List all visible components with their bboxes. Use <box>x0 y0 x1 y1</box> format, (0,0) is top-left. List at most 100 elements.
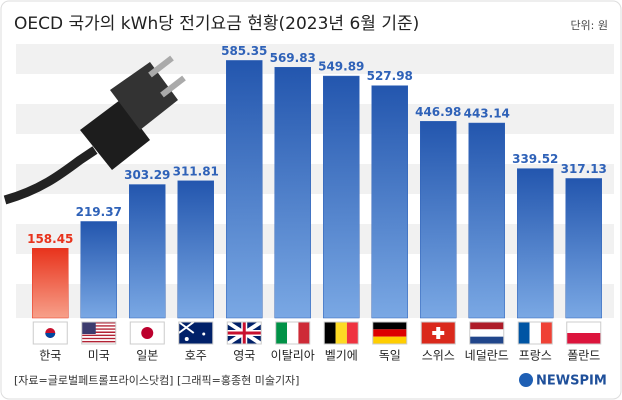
x-tick-label: 독일 <box>379 349 401 363</box>
flag <box>226 320 263 346</box>
flag <box>469 321 505 345</box>
flag-part <box>346 322 359 344</box>
value-label: 446.98 <box>415 105 461 119</box>
value-label: 443.14 <box>464 107 510 121</box>
bar <box>517 168 554 319</box>
flag-part <box>372 336 407 344</box>
flag-part <box>540 322 553 344</box>
x-tick-label: 이탈리아 <box>271 349 315 363</box>
flag-part <box>298 322 310 344</box>
unit-label: 단위: 원 <box>570 19 608 32</box>
flag-part <box>81 336 116 338</box>
value-label: 219.37 <box>76 205 122 219</box>
flag-part <box>227 322 262 344</box>
flag-border <box>178 321 214 345</box>
bar <box>420 121 457 319</box>
flag-part <box>81 329 116 332</box>
flag <box>420 321 456 345</box>
flag-part <box>81 326 116 329</box>
flag-part <box>324 322 336 344</box>
flag <box>566 321 602 345</box>
flag-part <box>81 334 116 337</box>
flag-part <box>81 333 116 335</box>
bar <box>80 221 117 319</box>
bar <box>565 178 602 319</box>
flag-part <box>81 323 116 326</box>
flag-border <box>566 321 602 345</box>
flag-part <box>202 332 206 336</box>
x-tick-label: 프랑스 <box>519 349 552 363</box>
flag-part <box>529 322 541 344</box>
flag-part <box>81 328 116 330</box>
flag-border <box>81 321 117 345</box>
flag-part <box>372 329 407 337</box>
flag-border <box>469 321 505 345</box>
flag-border <box>226 321 262 345</box>
bar <box>468 122 505 319</box>
flag-part <box>275 322 288 344</box>
flag-part <box>81 322 116 324</box>
flag-part <box>45 333 56 338</box>
flag-part <box>469 336 504 344</box>
flag-part <box>566 322 601 333</box>
flag <box>81 321 117 345</box>
flag-part <box>287 322 299 344</box>
flag-part <box>372 322 407 330</box>
flag-part <box>81 337 116 340</box>
flag-part <box>184 337 189 341</box>
flag <box>517 321 553 345</box>
flag-part <box>432 327 445 339</box>
source: [자료=글로벌페트롤프라이스닷컴] [그래픽=홍종현 미술기자] <box>14 373 299 387</box>
value-label: 158.45 <box>27 232 73 246</box>
flag-border <box>323 321 359 345</box>
x-tick-label: 영국 <box>233 349 255 363</box>
flag-part <box>81 322 96 334</box>
x-tick-label: 일본 <box>136 349 158 363</box>
value-label: 527.98 <box>367 69 413 83</box>
x-tick-label: 네덜란드 <box>465 349 509 363</box>
flag <box>129 321 165 345</box>
flag-border <box>275 321 311 345</box>
plug-illustration <box>3 55 186 205</box>
flag-part <box>518 322 530 344</box>
bar <box>323 75 360 319</box>
value-label: 549.89 <box>318 60 364 74</box>
flag-part <box>81 325 116 327</box>
flag-border <box>129 321 165 345</box>
flag-part <box>81 342 116 344</box>
bar <box>32 248 69 319</box>
value-label: 311.81 <box>173 164 219 178</box>
x-tick-label: 벨기에 <box>325 349 358 363</box>
bar <box>371 85 408 319</box>
x-tick-label: 호주 <box>185 349 207 363</box>
flag-part <box>335 322 347 344</box>
flag <box>275 321 311 345</box>
flag <box>323 321 359 345</box>
flag <box>32 321 68 345</box>
flag-border <box>420 321 456 345</box>
flag-part <box>566 333 601 344</box>
x-tick-label: 한국 <box>39 349 61 363</box>
logo-icon <box>519 373 533 387</box>
x-tick-label: 스위스 <box>422 349 455 363</box>
flag-part <box>81 339 116 341</box>
logo: NEWSPIM <box>536 374 607 389</box>
flag-part <box>469 322 504 330</box>
chart-title: OECD 국가의 kWh당 전기요금 현황(2023년 6월 기준) <box>14 14 419 34</box>
flag-border <box>372 321 408 345</box>
value-label: 303.29 <box>124 168 170 182</box>
value-label: 317.13 <box>561 162 607 176</box>
flag-border <box>517 321 553 345</box>
bar <box>129 184 166 319</box>
bar <box>274 67 311 319</box>
flag-part <box>178 321 195 334</box>
bar <box>226 60 263 319</box>
x-tick-label: 미국 <box>88 349 110 363</box>
bar <box>177 180 214 319</box>
flag-part <box>81 340 116 343</box>
value-label: 569.83 <box>270 51 316 65</box>
value-label: 339.52 <box>512 152 558 166</box>
flag-part <box>81 331 116 333</box>
